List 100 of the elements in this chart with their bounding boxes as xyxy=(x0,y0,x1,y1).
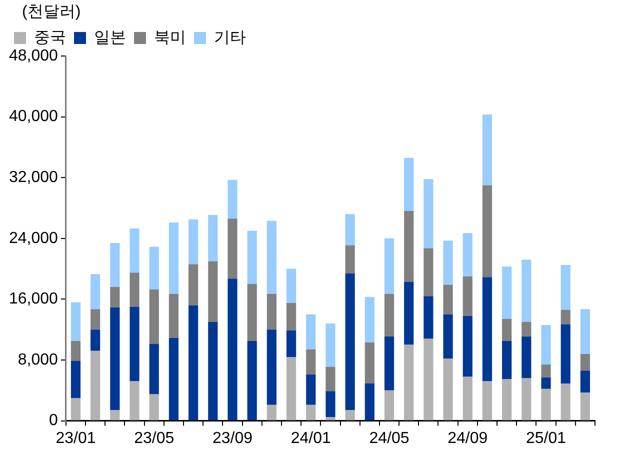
bar xyxy=(541,388,551,420)
y-axis-title: (천달러) xyxy=(22,3,81,20)
bar xyxy=(424,296,434,339)
bar xyxy=(443,240,453,285)
bar xyxy=(404,344,414,420)
legend-label: 일본 xyxy=(94,29,126,46)
bar xyxy=(247,341,257,420)
x-tick-label: 23/05 xyxy=(134,430,174,447)
bar xyxy=(149,344,159,394)
legend-label: 북미 xyxy=(154,29,186,46)
y-tick-label: 32,000 xyxy=(9,169,58,186)
bar xyxy=(266,294,276,330)
bar xyxy=(560,324,570,384)
y-tick-label: 40,000 xyxy=(9,108,58,126)
bar xyxy=(404,158,414,212)
bar xyxy=(364,384,374,420)
bar xyxy=(306,374,316,405)
bar xyxy=(384,238,394,294)
bar xyxy=(404,282,414,345)
bar xyxy=(502,379,512,420)
bar xyxy=(110,410,120,420)
bar xyxy=(168,338,179,420)
bar xyxy=(110,287,120,308)
bar xyxy=(208,322,218,420)
bar xyxy=(286,303,296,330)
x-tick-label: 24/05 xyxy=(369,430,410,447)
bar xyxy=(482,114,492,186)
x-tick-label: 24/01 xyxy=(290,430,331,447)
bar xyxy=(286,330,296,357)
bar xyxy=(90,274,100,310)
bar xyxy=(541,377,551,389)
bar xyxy=(424,248,434,296)
bar xyxy=(149,289,159,344)
bar xyxy=(560,310,570,324)
bar xyxy=(522,336,532,378)
bar xyxy=(110,242,120,288)
bar xyxy=(286,268,296,303)
bar xyxy=(130,306,140,382)
bar xyxy=(443,314,453,358)
bar xyxy=(90,350,100,420)
bar xyxy=(502,266,512,319)
bar xyxy=(541,325,551,365)
bar xyxy=(580,392,590,420)
x-tick-label: 24/09 xyxy=(448,430,488,447)
bar xyxy=(462,233,472,276)
x-tick-label: 25/01 xyxy=(526,430,566,447)
bar xyxy=(345,214,355,246)
bar xyxy=(149,246,159,290)
bar xyxy=(168,222,179,294)
bar xyxy=(110,308,120,410)
bar xyxy=(384,294,394,336)
bar xyxy=(482,277,492,382)
bar xyxy=(266,404,276,420)
bar xyxy=(482,381,492,420)
y-tick-label: 0 xyxy=(49,412,58,430)
bar xyxy=(560,265,570,310)
bar xyxy=(522,322,532,336)
bar xyxy=(384,336,394,390)
bar xyxy=(326,366,336,392)
bar xyxy=(580,354,590,371)
bar xyxy=(149,394,159,420)
bar xyxy=(424,338,434,420)
y-tick-label: 24,000 xyxy=(9,230,58,247)
bar xyxy=(345,245,355,274)
bar xyxy=(168,294,179,338)
bar xyxy=(560,384,570,420)
bar xyxy=(384,390,394,420)
y-tick-label: 48,000 xyxy=(9,47,58,64)
bar xyxy=(247,284,257,341)
bar xyxy=(228,218,238,279)
bar xyxy=(188,264,198,306)
bar xyxy=(208,214,218,262)
bar xyxy=(345,273,355,410)
bar xyxy=(424,179,434,248)
bar xyxy=(70,360,81,398)
bar xyxy=(130,381,140,420)
bar xyxy=(345,410,355,420)
bar xyxy=(580,309,590,354)
bar xyxy=(306,314,316,350)
y-tick-label: 16,000 xyxy=(9,290,58,308)
y-tick-label: 8,000 xyxy=(18,351,58,368)
bar xyxy=(326,391,336,417)
bar xyxy=(522,378,532,420)
bar xyxy=(130,228,140,273)
bar xyxy=(306,349,316,374)
bar xyxy=(70,341,81,361)
bar xyxy=(462,276,472,316)
bar xyxy=(541,364,551,378)
bar xyxy=(326,417,336,420)
bar xyxy=(70,302,81,341)
bar xyxy=(188,219,198,264)
bar xyxy=(502,341,512,379)
legend-label: 중국 xyxy=(34,29,66,46)
bar xyxy=(522,260,532,322)
bar xyxy=(188,305,198,420)
bar xyxy=(462,316,472,377)
bar xyxy=(90,309,100,330)
bar xyxy=(90,330,100,351)
bar xyxy=(482,185,492,278)
bar xyxy=(580,370,590,393)
